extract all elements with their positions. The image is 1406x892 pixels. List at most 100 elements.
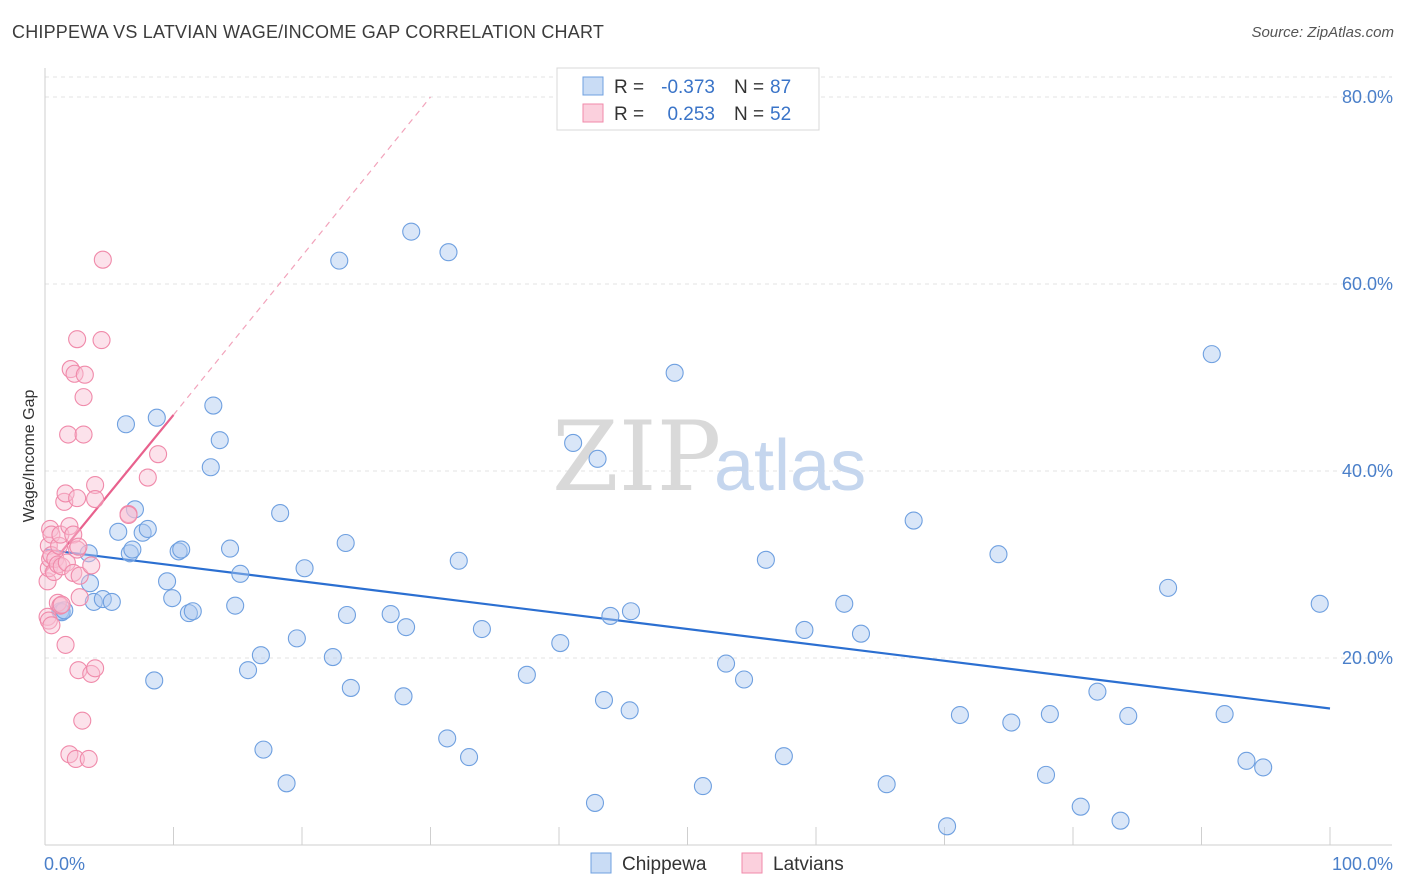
point-chippewa (251, 646, 270, 665)
y-tick-label: 20.0% (1342, 648, 1393, 668)
point-chippewa (52, 603, 71, 622)
point-chippewa (397, 618, 416, 637)
point-chippewa (1254, 758, 1273, 777)
point-latvians (70, 566, 89, 585)
legend: Chippewa Latvians (590, 852, 844, 875)
point-chippewa (620, 701, 639, 720)
stats-r-label-latvians: R = (614, 104, 644, 125)
point-chippewa (254, 740, 273, 759)
point-chippewa (169, 542, 188, 561)
point-chippewa (277, 774, 296, 793)
point-chippewa (394, 687, 413, 706)
point-chippewa (80, 574, 100, 593)
point-latvians (74, 388, 93, 407)
point-chippewa (287, 629, 306, 648)
x-tick-labels: 0.0% 100.0% (44, 854, 1393, 874)
x-tick-label-min: 0.0% (44, 854, 85, 874)
watermark: ZIP atlas (552, 401, 866, 513)
point-chippewa (877, 775, 896, 794)
point-chippewa (1310, 594, 1329, 613)
x-tick-label-max: 100.0% (1332, 854, 1393, 874)
point-latvians (75, 365, 94, 384)
legend-label-chippewa: Chippewa (622, 854, 707, 875)
point-chippewa (950, 705, 969, 725)
point-chippewa (145, 671, 164, 690)
data-points (38, 222, 1329, 836)
point-chippewa (904, 511, 923, 530)
point-chippewa (588, 449, 607, 468)
y-tick-label: 80.0% (1342, 87, 1393, 107)
stats-swatch-chippewa (582, 76, 604, 96)
point-chippewa (210, 431, 229, 450)
point-latvians (56, 635, 75, 654)
point-latvians (73, 711, 92, 730)
point-latvians (64, 525, 83, 544)
point-chippewa (665, 363, 684, 382)
stats-n-label-latvians: N = (734, 104, 764, 125)
point-latvians (41, 519, 60, 539)
point-latvians (60, 517, 79, 536)
point-latvians (149, 445, 168, 464)
point-latvians (92, 331, 111, 350)
point-chippewa (693, 777, 712, 796)
stats-box: R = -0.373 N = 87 R = 0.253 N = 52 (556, 67, 820, 131)
point-chippewa (226, 596, 245, 615)
stats-r-value-chippewa: -0.373 (661, 77, 715, 98)
point-latvians (68, 489, 87, 508)
y-tick-labels: 20.0% 40.0% 60.0% 80.0% (1342, 87, 1393, 668)
point-chippewa (147, 408, 166, 427)
point-latvians (52, 595, 71, 614)
point-latvians (70, 588, 89, 607)
point-chippewa (1159, 578, 1178, 597)
point-chippewa (517, 665, 536, 684)
point-chippewa (204, 396, 223, 415)
source-credit: Source: ZipAtlas.com (1251, 24, 1394, 41)
point-chippewa (336, 533, 355, 553)
point-chippewa (330, 251, 349, 270)
point-latvians (51, 596, 70, 615)
point-chippewa (585, 793, 605, 812)
point-chippewa (323, 648, 342, 667)
stats-swatch-latvians (582, 103, 604, 123)
point-chippewa (938, 817, 957, 836)
point-chippewa (341, 678, 360, 697)
point-chippewa (459, 748, 479, 767)
point-latvians (42, 616, 61, 635)
point-chippewa (238, 661, 258, 680)
trend-line-latvians (44, 414, 175, 573)
point-latvians (82, 556, 101, 575)
point-latvians (66, 749, 85, 769)
point-latvians (93, 250, 112, 269)
stats-r-value-latvians: 0.253 (667, 104, 715, 125)
point-latvians (38, 572, 57, 591)
watermark-atlas: atlas (714, 426, 866, 506)
point-chippewa (989, 545, 1008, 564)
point-chippewa (295, 559, 314, 578)
point-chippewa (756, 550, 775, 569)
point-chippewa (1237, 751, 1256, 770)
stats-n-label-chippewa: N = (734, 77, 764, 98)
legend-label-latvians: Latvians (773, 854, 844, 875)
point-latvians (69, 537, 88, 556)
point-chippewa (102, 592, 121, 611)
legend-swatch-latvians (741, 852, 763, 874)
point-latvians (86, 659, 105, 678)
trend-line-latvians-extension (173, 96, 431, 416)
point-chippewa (438, 729, 457, 748)
point-latvians (59, 425, 78, 444)
point-chippewa (116, 415, 136, 434)
point-chippewa (138, 519, 157, 539)
point-chippewa (734, 670, 754, 689)
point-latvians (86, 489, 105, 509)
point-chippewa (163, 589, 182, 608)
point-chippewa (337, 605, 357, 625)
point-chippewa (1036, 765, 1056, 784)
legend-swatch-chippewa (590, 852, 612, 874)
point-chippewa (271, 504, 290, 523)
point-chippewa (402, 222, 421, 241)
point-chippewa (1111, 811, 1130, 830)
y-tick-label: 60.0% (1342, 274, 1393, 294)
axes (44, 68, 1392, 846)
point-chippewa (601, 606, 620, 625)
point-latvians (39, 611, 58, 630)
